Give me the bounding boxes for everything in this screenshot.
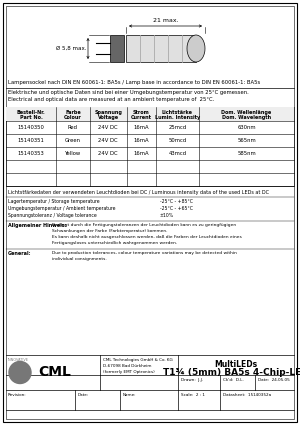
Text: (formerly EMT Optronics): (formerly EMT Optronics)	[103, 370, 155, 374]
Text: individual consignments.: individual consignments.	[52, 257, 107, 261]
Text: MultiLEDs: MultiLEDs	[214, 360, 258, 369]
Text: Lagertemperatur / Storage temperature: Lagertemperatur / Storage temperature	[8, 199, 100, 204]
Text: Lumin. Intensity: Lumin. Intensity	[155, 114, 200, 119]
Text: Datasheet:  15140352a: Datasheet: 15140352a	[223, 393, 271, 397]
Bar	[126, 35, 196, 62]
Text: Elektrische und optische Daten sind bei einer Umgebungstemperatur von 25°C gemes: Elektrische und optische Daten sind bei …	[8, 90, 249, 95]
Text: Ø 5,8 max.: Ø 5,8 max.	[56, 46, 86, 51]
Text: General:: General:	[8, 251, 32, 256]
Text: Lampensockel nach DIN EN 60061-1: BA5s / Lamp base in accordance to DIN EN 60061: Lampensockel nach DIN EN 60061-1: BA5s /…	[8, 80, 260, 85]
Text: Lichtstärke: Lichtstärke	[162, 110, 193, 114]
Text: Scale:  2 : 1: Scale: 2 : 1	[181, 393, 205, 397]
Text: Fertigungsloses unterschiedlich wahrgenommen werden.: Fertigungsloses unterschiedlich wahrgeno…	[52, 241, 177, 245]
Text: Part No.: Part No.	[20, 114, 43, 119]
Text: 24V DC: 24V DC	[98, 138, 118, 143]
Text: 15140353: 15140353	[18, 151, 45, 156]
Text: 15140350: 15140350	[18, 125, 45, 130]
Text: Dom. Wellenlänge: Dom. Wellenlänge	[221, 110, 272, 114]
Text: 630nm: 630nm	[237, 125, 256, 130]
Text: Name:: Name:	[123, 393, 136, 397]
Text: 21 max.: 21 max.	[153, 18, 178, 23]
Text: 565nm: 565nm	[237, 138, 256, 143]
Bar	[6, 107, 294, 186]
Text: 25mcd: 25mcd	[168, 125, 187, 130]
Text: Revision:: Revision:	[8, 393, 27, 397]
Text: Green: Green	[65, 138, 81, 143]
Text: Strom: Strom	[133, 110, 150, 114]
Text: Umgebungstemperatur / Ambient temperature: Umgebungstemperatur / Ambient temperatur…	[8, 206, 115, 211]
Text: Farbe: Farbe	[65, 110, 81, 114]
Text: -25°C - +65°C: -25°C - +65°C	[160, 206, 193, 211]
Text: Date:  24.05.05: Date: 24.05.05	[258, 378, 290, 382]
Text: CML Technologies GmbH & Co. KG: CML Technologies GmbH & Co. KG	[103, 358, 173, 362]
Text: Spannungstoleranz / Voltage tolerance: Spannungstoleranz / Voltage tolerance	[8, 213, 97, 218]
Text: Date:: Date:	[78, 393, 89, 397]
Text: Due to production tolerances, colour temperature variations may be detected with: Due to production tolerances, colour tem…	[52, 251, 237, 255]
Text: D-67098 Bad Dürkheim: D-67098 Bad Dürkheim	[103, 364, 152, 368]
Text: Drawn:  J.J.: Drawn: J.J.	[181, 378, 203, 382]
Text: -25°C - +85°C: -25°C - +85°C	[160, 199, 193, 204]
Text: Allgemeiner Hinweis:: Allgemeiner Hinweis:	[8, 223, 67, 228]
Text: Lichtstfärkedaten der verwendeten Leuchtdioden bei DC / Luminous intensity data : Lichtstfärkedaten der verwendeten Leucht…	[8, 190, 269, 195]
Text: Bestell-Nr.: Bestell-Nr.	[17, 110, 46, 114]
Text: Current: Current	[131, 114, 152, 119]
Text: Schwankungen der Farbe (Farbtemperatur) kommen.: Schwankungen der Farbe (Farbtemperatur) …	[52, 229, 167, 233]
Text: Yellow: Yellow	[65, 151, 81, 156]
Text: Dom. Wavelength: Dom. Wavelength	[222, 114, 271, 119]
Text: INNOVATIVE: INNOVATIVE	[8, 358, 29, 362]
Text: 16mA: 16mA	[134, 125, 149, 130]
Text: Electrical and optical data are measured at an ambient temperature of  25°C.: Electrical and optical data are measured…	[8, 97, 214, 102]
Text: 585nm: 585nm	[237, 151, 256, 156]
Text: Bedingt durch die Fertigungstoleranzen der Leuchtdioden kann es zu geringfügigen: Bedingt durch die Fertigungstoleranzen d…	[52, 223, 236, 227]
Text: 16mA: 16mA	[134, 151, 149, 156]
Circle shape	[9, 362, 31, 383]
Text: Spannung: Spannung	[94, 110, 122, 114]
Text: T1¾ (5mm) BA5s 4-Chip-LED: T1¾ (5mm) BA5s 4-Chip-LED	[163, 368, 300, 377]
Text: 43mcd: 43mcd	[168, 151, 186, 156]
Bar	[6, 107, 294, 121]
Text: ±10%: ±10%	[160, 213, 174, 218]
Text: 24V DC: 24V DC	[98, 125, 118, 130]
Ellipse shape	[187, 35, 205, 62]
Text: Ck'd:  D.L.: Ck'd: D.L.	[223, 378, 244, 382]
Text: Colour: Colour	[64, 114, 82, 119]
Text: 16mA: 16mA	[134, 138, 149, 143]
Text: Red: Red	[68, 125, 78, 130]
Text: 24V DC: 24V DC	[98, 151, 118, 156]
Text: Es kann deshalb nicht ausgeschlossen werden, daß die Farben der Leuchtdioden ein: Es kann deshalb nicht ausgeschlossen wer…	[52, 235, 242, 239]
Text: Voltage: Voltage	[98, 114, 119, 119]
Bar	[110, 35, 124, 62]
Text: 15140351: 15140351	[18, 138, 45, 143]
Text: CML: CML	[38, 366, 71, 380]
Text: 50mcd: 50mcd	[168, 138, 187, 143]
